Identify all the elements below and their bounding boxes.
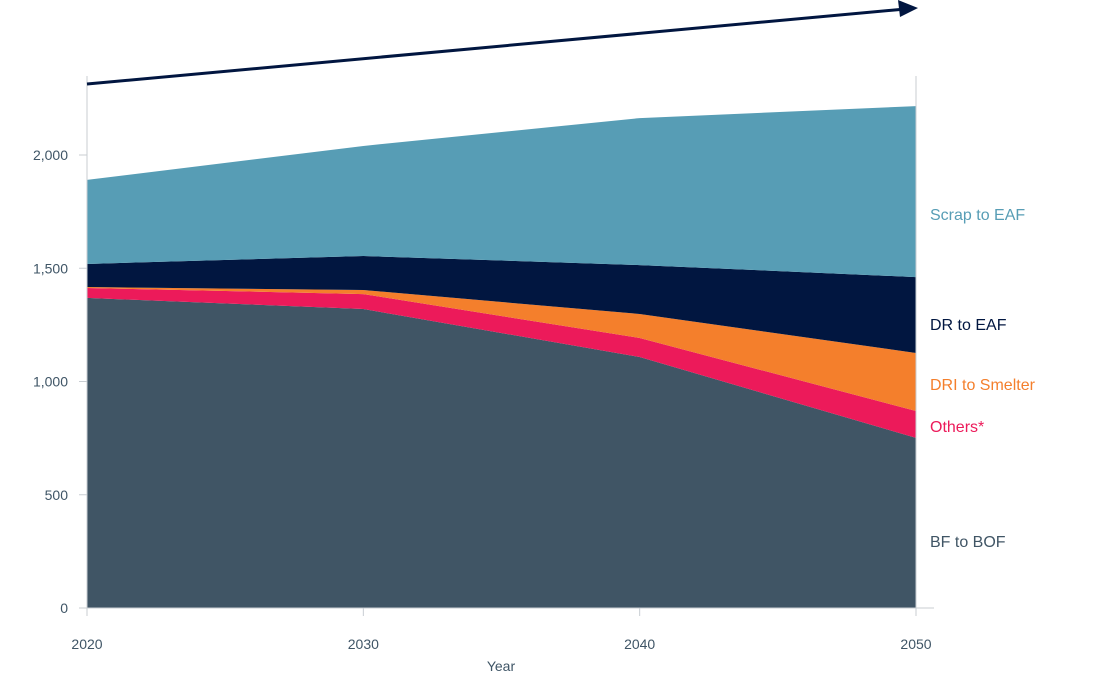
y-tick-label: 2,000 <box>33 147 68 163</box>
trend-arrow <box>86 0 918 86</box>
series-label: DR to EAF <box>930 317 1007 334</box>
y-tick-label: 1,000 <box>33 374 68 390</box>
x-tick-label: 2020 <box>71 636 102 652</box>
series-label: BF to BOF <box>930 534 1006 551</box>
series-label: Scrap to EAF <box>930 207 1025 224</box>
area-bf-to-bof <box>87 297 916 608</box>
axes: 0 500 1,000 1,500 2,000 2020 2030 2040 2050 <box>33 76 934 652</box>
x-axis-label: Year <box>487 658 516 674</box>
x-tick-label: 2050 <box>900 636 931 652</box>
area-dr-to-eaf <box>87 256 916 353</box>
series-labels: BF to BOF Others* DRI to Smelter DR to EAF S… <box>930 207 1036 551</box>
y-tick-label: 1,500 <box>33 260 68 276</box>
x-tick-label: 2030 <box>348 636 379 652</box>
area-dri-to-smelter <box>87 287 916 411</box>
area-others <box>87 287 916 438</box>
x-tick-label: 2040 <box>624 636 655 652</box>
series-label: Others* <box>930 419 984 436</box>
areas <box>87 106 916 608</box>
series-label: DRI to Smelter <box>930 377 1036 394</box>
arrow-head-icon <box>898 0 918 17</box>
y-tick-label: 0 <box>60 600 68 616</box>
y-tick-label: 500 <box>45 487 69 503</box>
area-scrap-to-eaf <box>87 106 916 278</box>
